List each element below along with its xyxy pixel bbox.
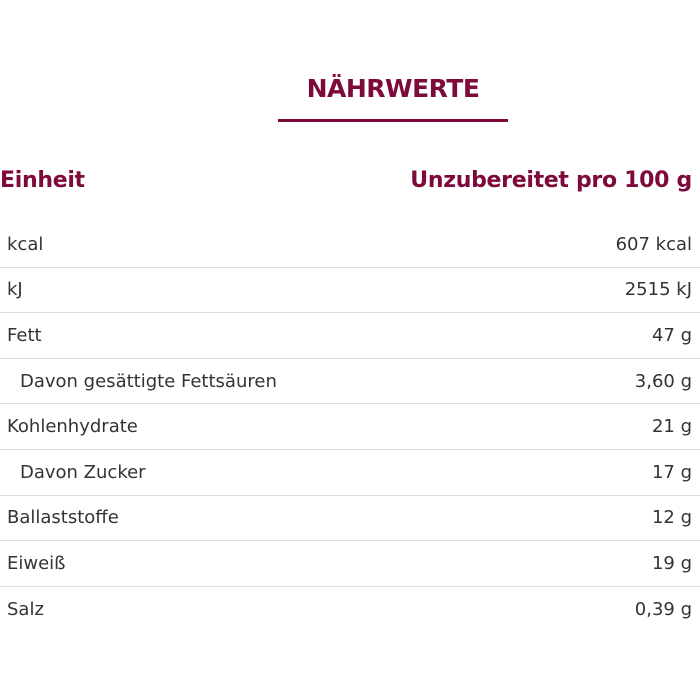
table-row: Davon Zucker 17 g [0,450,700,496]
table-row: Eiweiß 19 g [0,541,700,587]
row-label: Salz [7,599,44,621]
value-column-header: Unzubereitet pro 100 g [410,168,692,193]
row-label: Davon Zucker [20,461,146,483]
table-header: Einheit Unzubereitet pro 100 g [0,168,692,193]
row-value: 12 g [651,507,692,529]
row-value: 47 g [651,324,692,346]
row-label: Davon gesättigte Fettsäuren [20,370,277,392]
table-row: Davon gesättigte Fettsäuren 3,60 g [0,359,700,405]
row-value: 0,39 g [634,599,692,621]
row-value: 3,60 g [634,370,692,392]
nutrition-table: kcal 607 kcal kJ 2515 kJ Fett 47 g Davon ge… [0,222,700,632]
row-label: kcal [7,233,44,255]
row-value: 2515 kJ [624,279,692,301]
table-row: kJ 2515 kJ [0,268,700,314]
row-label: Fett [7,324,42,346]
table-row: Kohlenhydrate 21 g [0,404,700,450]
row-label: Eiweiß [7,552,66,574]
unit-column-header: Einheit [0,168,85,193]
row-label: kJ [7,279,23,301]
row-value: 607 kcal [615,233,692,255]
row-value: 21 g [651,416,692,438]
row-label: Kohlenhydrate [7,416,138,438]
table-row: Fett 47 g [0,313,700,359]
row-value: 19 g [651,552,692,574]
row-label: Ballaststoffe [7,507,119,529]
row-value: 17 g [651,461,692,483]
table-row: kcal 607 kcal [0,222,700,268]
page-title: NÄHRWERTE [306,74,480,103]
title-underline [278,119,508,122]
table-row: Ballaststoffe 12 g [0,496,700,542]
table-row: Salz 0,39 g [0,587,700,633]
